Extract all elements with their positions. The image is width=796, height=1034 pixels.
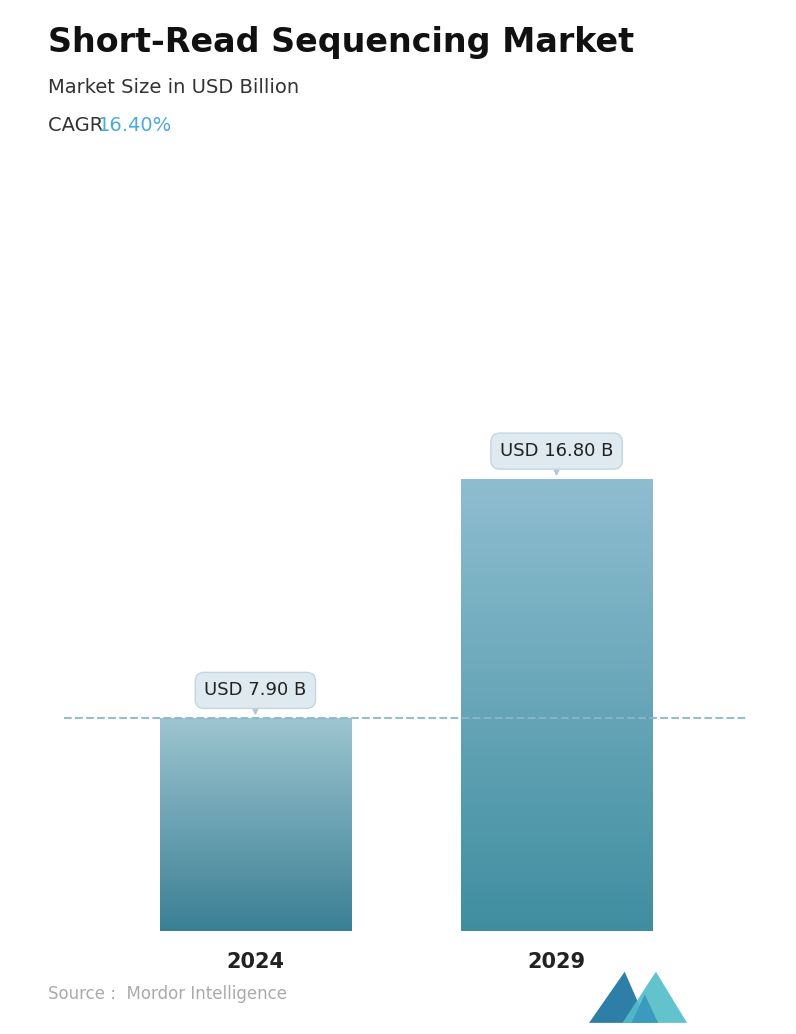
Text: CAGR: CAGR [48,116,115,134]
Polygon shape [631,995,658,1023]
Text: USD 7.90 B: USD 7.90 B [205,681,306,713]
Polygon shape [589,972,647,1023]
Text: Source :  Mordor Intelligence: Source : Mordor Intelligence [48,985,287,1003]
Text: Short-Read Sequencing Market: Short-Read Sequencing Market [48,26,634,59]
Polygon shape [622,972,687,1023]
Text: USD 16.80 B: USD 16.80 B [500,443,613,475]
Text: Market Size in USD Billion: Market Size in USD Billion [48,78,298,96]
Text: 16.40%: 16.40% [98,116,172,134]
